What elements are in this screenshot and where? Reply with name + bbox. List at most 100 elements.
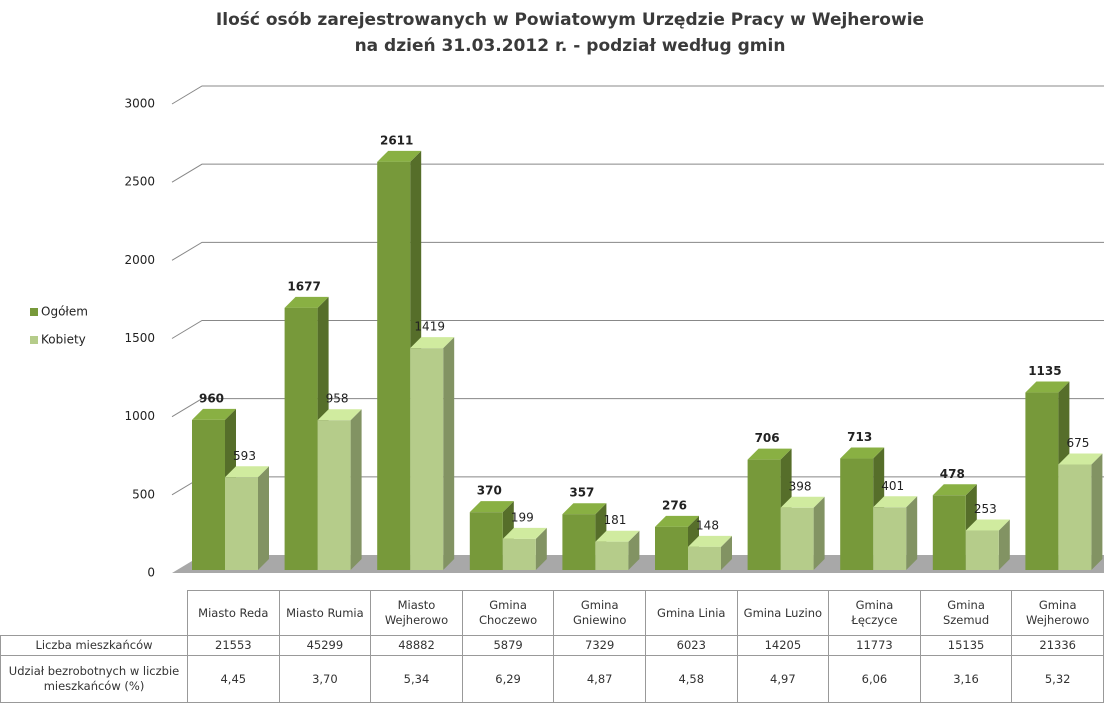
chart-title: Ilość osób zarejestrowanych w Powiatowym… bbox=[216, 10, 924, 30]
bar bbox=[655, 526, 688, 570]
table-row: Liczba mieszkańców 21553 45299 48882 5879 732… bbox=[0, 635, 1104, 656]
data-label: 370 bbox=[477, 484, 502, 498]
empty-cell bbox=[0, 590, 188, 636]
y-tick-label: 1000 bbox=[124, 409, 155, 423]
data-label: 1419 bbox=[414, 320, 445, 334]
bar-top bbox=[1058, 453, 1103, 465]
category-cell: Miasto Wejherowo bbox=[370, 590, 463, 636]
bar-top bbox=[595, 530, 640, 542]
bar-side bbox=[535, 527, 547, 570]
bar-top bbox=[502, 527, 547, 539]
data-label: 593 bbox=[233, 449, 256, 463]
table-cell: 4,45 bbox=[187, 655, 280, 703]
bar bbox=[932, 495, 966, 570]
data-label: 675 bbox=[1066, 436, 1089, 450]
grid-line bbox=[171, 241, 1104, 261]
data-label: 1677 bbox=[287, 279, 320, 293]
bar-top bbox=[192, 408, 236, 420]
legend-label: Kobiety bbox=[41, 333, 86, 347]
bar-side bbox=[628, 530, 640, 570]
y-tick-label: 0 bbox=[147, 566, 155, 580]
bar bbox=[747, 459, 781, 570]
chart: Ilość osób zarejestrowanych w Powiatowym… bbox=[30, 10, 1104, 580]
legend-swatch bbox=[30, 308, 38, 316]
bar bbox=[192, 419, 225, 570]
bar-side bbox=[998, 519, 1010, 570]
bar bbox=[1058, 464, 1092, 570]
bar-top bbox=[562, 503, 607, 515]
table-cell: 6,06 bbox=[828, 655, 921, 703]
bar-side bbox=[1091, 453, 1103, 570]
bar bbox=[595, 541, 629, 570]
table-cell: 3,70 bbox=[278, 655, 372, 703]
chart-subtitle: na dzień 31.03.2012 r. - podział według … bbox=[355, 36, 786, 56]
bar bbox=[284, 307, 318, 570]
table-cell: 21553 bbox=[187, 635, 280, 656]
table-cell: 11773 bbox=[828, 635, 921, 656]
data-label: 276 bbox=[662, 498, 687, 512]
row-label: Liczba mieszkańców bbox=[0, 635, 188, 656]
bar-top bbox=[1025, 381, 1070, 393]
table-cell: 5,34 bbox=[370, 655, 463, 703]
bar bbox=[502, 538, 536, 570]
table-cell: 48882 bbox=[370, 635, 463, 656]
y-tick-label: 500 bbox=[132, 487, 155, 501]
table-cell: 15135 bbox=[919, 635, 1013, 656]
bar bbox=[840, 458, 874, 570]
table-cell: 4,97 bbox=[736, 655, 830, 703]
legend-label: Ogółem bbox=[41, 305, 88, 319]
bar-side bbox=[258, 466, 269, 570]
bar-top bbox=[840, 447, 885, 459]
bar bbox=[873, 507, 907, 570]
category-cell: Gmina Szemud bbox=[919, 590, 1013, 636]
bar bbox=[562, 514, 596, 570]
bar bbox=[780, 507, 814, 570]
table-cell: 4,58 bbox=[644, 655, 738, 703]
table-cell: 14205 bbox=[736, 635, 830, 656]
category-cell: Gmina Luzino bbox=[736, 590, 830, 636]
data-label: 958 bbox=[326, 392, 349, 406]
bar-top bbox=[655, 515, 699, 527]
table-row: Udział bezrobotnych w liczbie mieszkańcó… bbox=[0, 655, 1104, 703]
y-tick-label: 2500 bbox=[124, 175, 155, 189]
data-label: 960 bbox=[199, 391, 224, 405]
category-cell: Gmina Łęczyce bbox=[828, 590, 921, 636]
bar-top bbox=[747, 448, 792, 460]
data-label: 357 bbox=[569, 486, 594, 500]
table-cell: 21336 bbox=[1011, 635, 1104, 656]
bar-side bbox=[813, 496, 825, 570]
table-cell: 3,16 bbox=[919, 655, 1013, 703]
bar bbox=[377, 161, 411, 570]
y-tick-label: 2000 bbox=[124, 253, 155, 267]
bar-top bbox=[377, 150, 422, 162]
grid-line bbox=[171, 85, 1104, 105]
category-cell: Gmina Linia bbox=[644, 590, 738, 636]
grid-line bbox=[171, 320, 1104, 339]
bar-top bbox=[317, 409, 362, 421]
bar-side bbox=[721, 535, 732, 570]
row-label: Udział bezrobotnych w liczbie mieszkańcó… bbox=[0, 655, 188, 703]
y-tick-label: 1500 bbox=[124, 331, 155, 345]
category-cell: Miasto Rumia bbox=[278, 590, 372, 636]
table-cell: 45299 bbox=[278, 635, 372, 656]
data-label: 181 bbox=[603, 513, 626, 527]
data-label: 478 bbox=[940, 467, 965, 481]
data-label: 706 bbox=[755, 431, 780, 445]
table-cell: 6023 bbox=[644, 635, 738, 656]
bar-side bbox=[443, 337, 455, 570]
data-label: 253 bbox=[974, 502, 997, 516]
table-cell: 5879 bbox=[461, 635, 555, 656]
bar-top bbox=[284, 296, 329, 308]
legend-swatch bbox=[30, 336, 38, 344]
data-label: 401 bbox=[881, 479, 904, 493]
y-tick-label: 3000 bbox=[124, 97, 155, 111]
bar-top bbox=[225, 466, 269, 478]
bar-top bbox=[932, 484, 977, 496]
data-label: 1135 bbox=[1028, 364, 1061, 378]
data-table: Miasto Reda Miasto Rumia Miasto Wejherowo G… bbox=[0, 590, 1104, 703]
table-cell: 6,29 bbox=[461, 655, 555, 703]
category-cell: Gmina Gniewino bbox=[553, 590, 646, 636]
bar-top bbox=[469, 501, 514, 513]
bar bbox=[410, 348, 444, 570]
category-cell: Miasto Reda bbox=[187, 590, 280, 636]
